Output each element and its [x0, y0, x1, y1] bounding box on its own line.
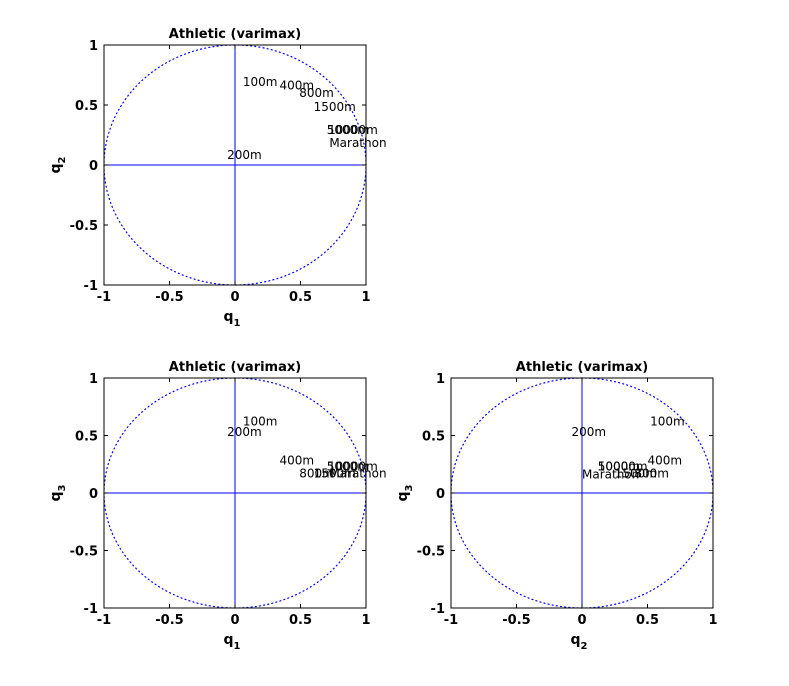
subplot-title: Athletic (varimax): [516, 360, 648, 375]
y-tick-label: -1: [84, 602, 98, 617]
y-tick-label: 0.5: [75, 99, 98, 114]
y-axis-label-base: q: [48, 163, 64, 173]
y-axis-label-subscript: 2: [57, 156, 68, 163]
x-axis-label: q1: [224, 309, 241, 329]
y-tick-label: -1: [84, 279, 98, 294]
y-axis-label-subscript: 3: [57, 484, 68, 491]
point-label: 10000m: [328, 123, 378, 137]
x-tick-label: 0.5: [289, 613, 312, 628]
point-label: 800m: [299, 86, 334, 100]
y-tick-label: 0.5: [422, 430, 445, 445]
subplot-q2-q3: -1 -0.5 0 0.5 1 1 0.5 0 -0.5 -1 Athletic (varimax)…: [395, 360, 718, 652]
x-tick-label: 1: [361, 290, 370, 305]
y-tick-label: 0.5: [75, 430, 98, 445]
subplot-q1-q3: -1 -0.5 0 0.5 1 1 0.5 0 -0.5 -1 Athletic (varimax)…: [48, 360, 387, 652]
y-tick-label: -0.5: [70, 545, 98, 560]
point-label: 1500m: [314, 466, 356, 480]
x-axis-label: q2: [571, 632, 588, 652]
x-axis-label-subscript: 1: [234, 641, 241, 652]
y-axis-label-base: q: [395, 491, 411, 501]
point-label: 10000m: [328, 459, 378, 473]
point-label: 1500m: [615, 466, 657, 480]
point-label: Marathon: [329, 136, 386, 150]
y-tick-label: 1: [436, 372, 445, 387]
x-tick-label: 0: [230, 290, 239, 305]
y-tick-label: 1: [89, 39, 98, 54]
point-label: 5000m: [598, 459, 640, 473]
x-tick-label: -0.5: [502, 613, 530, 628]
y-axis-label: q2: [48, 156, 68, 173]
point-label: 400m: [648, 454, 683, 468]
point-label: 100m: [650, 415, 685, 429]
point-label: 10000m: [598, 459, 648, 473]
x-tick-label: 0: [230, 613, 239, 628]
point-label: 400m: [280, 79, 315, 93]
point-label: 100m: [243, 415, 278, 429]
x-axis-label-subscript: 2: [581, 641, 588, 652]
y-tick-label: 0: [89, 159, 98, 174]
y-tick-label: 1: [89, 372, 98, 387]
x-axis-label-subscript: 1: [234, 318, 241, 329]
y-axis-label: q3: [395, 484, 415, 501]
x-tick-label: -0.5: [155, 613, 183, 628]
y-tick-label: 0: [436, 487, 445, 502]
point-label: 1500m: [314, 100, 356, 114]
point-label: 800m: [299, 466, 334, 480]
point-label: 400m: [280, 454, 315, 468]
x-tick-label: -0.5: [155, 290, 183, 305]
x-tick-label: 1: [361, 613, 370, 628]
x-axis-label: q1: [224, 632, 241, 652]
x-tick-label: 0: [577, 613, 586, 628]
point-label: 800m: [634, 466, 669, 480]
x-tick-label: 0.5: [289, 290, 312, 305]
y-tick-label: -0.5: [70, 219, 98, 234]
y-axis-label: q3: [48, 484, 68, 501]
point-label: 200m: [572, 425, 607, 439]
x-tick-label: -1: [97, 290, 111, 305]
x-tick-label: -1: [444, 613, 458, 628]
point-label: 5000m: [327, 459, 369, 473]
y-tick-label: 0: [89, 487, 98, 502]
point-label: Marathon: [582, 467, 639, 481]
y-tick-label: -0.5: [417, 545, 445, 560]
subplot-title: Athletic (varimax): [169, 360, 301, 375]
y-tick-label: -1: [431, 602, 445, 617]
x-tick-label: 0.5: [636, 613, 659, 628]
y-axis-label-subscript: 3: [404, 484, 415, 491]
x-axis-label-base: q: [224, 309, 234, 325]
subplot-title: Athletic (varimax): [169, 27, 301, 42]
x-axis-label-base: q: [224, 632, 234, 648]
x-axis-label-base: q: [571, 632, 581, 648]
point-label: 200m: [227, 425, 262, 439]
point-label: Marathon: [329, 466, 386, 480]
point-label: 5000m: [327, 123, 369, 137]
point-label: 100m: [243, 75, 278, 89]
point-label: 200m: [227, 148, 262, 162]
y-axis-label-base: q: [48, 491, 64, 501]
subplot-q1-q2: -1 -0.5 0 0.5 1 1 0.5 0 -0.5 -1 Athletic (varimax)…: [48, 27, 387, 329]
x-tick-label: -1: [97, 613, 111, 628]
x-tick-label: 1: [708, 613, 717, 628]
